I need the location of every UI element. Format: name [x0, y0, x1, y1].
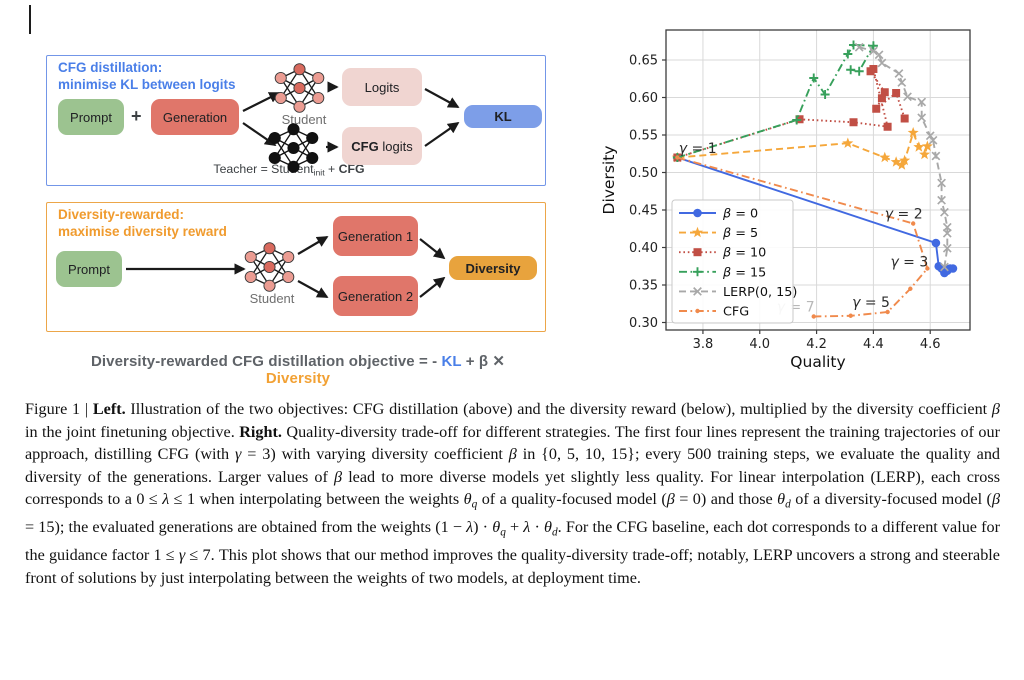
svg-text:0.45: 0.45 — [629, 204, 658, 219]
svg-text:4.0: 4.0 — [749, 337, 770, 352]
arrow-generation1-to-diversity — [419, 238, 446, 260]
generation-box: Generation — [151, 99, 239, 135]
diversity-box: Diversity — [449, 256, 537, 280]
student-label-diversity: Student — [249, 291, 295, 306]
generation1-box: Generation 1 — [333, 216, 418, 256]
diversity-label: Diversity — [465, 260, 521, 276]
teacher-network-icon — [268, 123, 319, 173]
arrow-generation2-to-diversity — [419, 276, 446, 298]
cfg-panel-arrows — [242, 81, 460, 153]
arrow-student-to-generation2 — [297, 280, 329, 298]
generation2-label: Generation 2 — [337, 288, 414, 304]
svg-text:γ = 1: γ = 1 — [679, 141, 717, 157]
plus-sign: + — [131, 106, 142, 126]
svg-text:0.55: 0.55 — [629, 129, 658, 144]
svg-text:LERP(0, 15): LERP(0, 15) — [723, 285, 797, 300]
quality-diversity-chart: γ = 1γ = 2γ = 3γ = 5γ = 73.84.04.24.44.6… — [600, 29, 971, 371]
series-LERP(0, 15) — [854, 42, 952, 272]
svg-text:0.35: 0.35 — [629, 279, 658, 294]
diversity-panel-title: Diversity-rewarded: maximise diversity r… — [58, 207, 227, 239]
prompt-box-diversity: Prompt — [56, 251, 122, 287]
generation1-label: Generation 1 — [337, 228, 414, 244]
prompt-label: Prompt — [70, 109, 112, 125]
arrow-generation-to-student — [242, 92, 281, 112]
diversity-panel-arrows — [126, 236, 446, 298]
page-edge-artifact — [29, 5, 31, 34]
arrow-cfg-logits-to-kl — [424, 122, 460, 147]
y-axis-label: Diversity — [600, 146, 618, 215]
kl-label: KL — [494, 109, 512, 124]
svg-text:0.30: 0.30 — [629, 316, 658, 331]
cfg-logits-box: CFG logits — [342, 127, 422, 165]
logits-box: Logits — [342, 68, 422, 106]
svg-text:4.4: 4.4 — [863, 337, 884, 352]
svg-text:γ = 5: γ = 5 — [852, 295, 890, 311]
kl-box: KL — [464, 105, 542, 128]
svg-text:γ = 3: γ = 3 — [890, 254, 928, 270]
arrow-logits-to-kl — [424, 88, 460, 108]
svg-text:γ = 2: γ = 2 — [885, 206, 923, 222]
prompt-box-cfg: Prompt — [58, 99, 124, 135]
student-network-icon-diversity — [244, 242, 295, 292]
chart-legend: β = 0 β = 5 β = 10 β = 15 LERP(0, 15) CFG — [671, 199, 797, 324]
svg-text:CFG: CFG — [723, 305, 749, 320]
series-CFG — [675, 155, 930, 319]
logits-label: Logits — [364, 79, 400, 95]
gamma-annotations: γ = 1γ = 2γ = 3γ = 5γ = 7 — [679, 141, 929, 315]
chart-ticks: 3.8 4.0 4.2 4.4 4.6 0.30 0.35 0.40 0.45 0.50 0.55 0… — [629, 54, 941, 353]
svg-text:0.60: 0.60 — [629, 91, 658, 106]
svg-text:β = 15: β = 15 — [722, 265, 766, 280]
svg-text:0.50: 0.50 — [629, 166, 658, 181]
cfg-logits-label: CFG logits — [351, 138, 413, 154]
svg-text:β = 0: β = 0 — [722, 207, 758, 222]
arrow-student-to-generation1 — [297, 236, 329, 255]
svg-text:0.65: 0.65 — [629, 54, 658, 69]
x-axis-label: Quality — [790, 353, 845, 371]
figure-caption: Figure 1 | Left. Illustration of the two… — [25, 400, 1001, 587]
generation2-box: Generation 2 — [333, 276, 418, 316]
svg-text:3.8: 3.8 — [693, 337, 714, 352]
svg-text:β = 10: β = 10 — [722, 246, 766, 261]
svg-text:0.40: 0.40 — [629, 241, 658, 256]
svg-text:4.6: 4.6 — [920, 337, 941, 352]
arrow-generation-to-teacher — [242, 122, 277, 146]
prompt-label-2: Prompt — [68, 261, 110, 277]
student-network-icon-cfg — [274, 63, 325, 113]
svg-text:4.2: 4.2 — [806, 337, 827, 352]
svg-text:β = 5: β = 5 — [722, 226, 758, 241]
objective-formula: Diversity-rewarded CFG distillation obje… — [90, 353, 506, 387]
cfg-panel-title: CFG distillation: minimise KL between lo… — [58, 60, 236, 92]
generation-label: Generation — [162, 109, 228, 125]
